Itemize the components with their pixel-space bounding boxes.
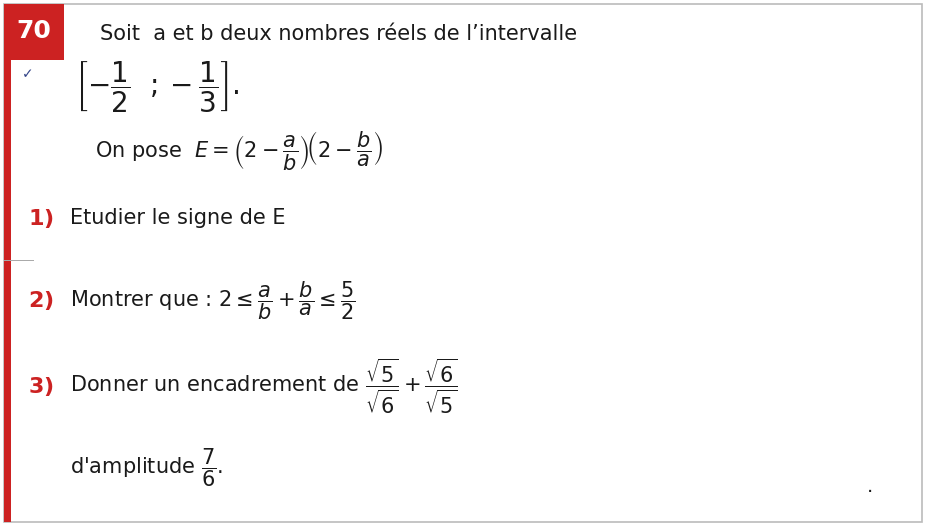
Bar (4, 4, 64, 60)
Text: $\mathbf{2)}$: $\mathbf{2)}$ (28, 289, 54, 312)
Text: 70: 70 (17, 19, 51, 43)
Text: Etudier le signe de E: Etudier le signe de E (70, 208, 286, 228)
Text: $\left[-\dfrac{1}{2}\ \ ;-\dfrac{1}{3}\right].$: $\left[-\dfrac{1}{2}\ \ ;-\dfrac{1}{3}\r… (75, 58, 239, 114)
Text: $\mathbf{3)}$: $\mathbf{3)}$ (28, 375, 54, 398)
Text: .: . (867, 477, 873, 495)
Bar (4, 260, 34, 261)
Text: $\mathbf{1)}$: $\mathbf{1)}$ (28, 207, 54, 229)
Text: On pose  $E = \left(2 - \dfrac{a}{b}\right)\!\left(2 - \dfrac{b}{a}\right)$: On pose $E = \left(2 - \dfrac{a}{b}\righ… (95, 128, 383, 171)
Text: ✓: ✓ (22, 67, 33, 81)
Text: Montrer que : $2 \leq \dfrac{a}{b} + \dfrac{b}{a} \leq \dfrac{5}{2}$: Montrer que : $2 \leq \dfrac{a}{b} + \df… (70, 280, 356, 322)
Text: Donner un encadrement de $\dfrac{\sqrt{5}}{\sqrt{6}} + \dfrac{\sqrt{6}}{\sqrt{5}: Donner un encadrement de $\dfrac{\sqrt{5… (70, 357, 458, 416)
Bar (4, 4, 11, 522)
Text: Soit  a et b deux nombres réels de l’intervalle: Soit a et b deux nombres réels de l’inte… (100, 24, 578, 44)
Text: d'amplitude $\dfrac{7}{6}$.: d'amplitude $\dfrac{7}{6}$. (70, 447, 223, 489)
